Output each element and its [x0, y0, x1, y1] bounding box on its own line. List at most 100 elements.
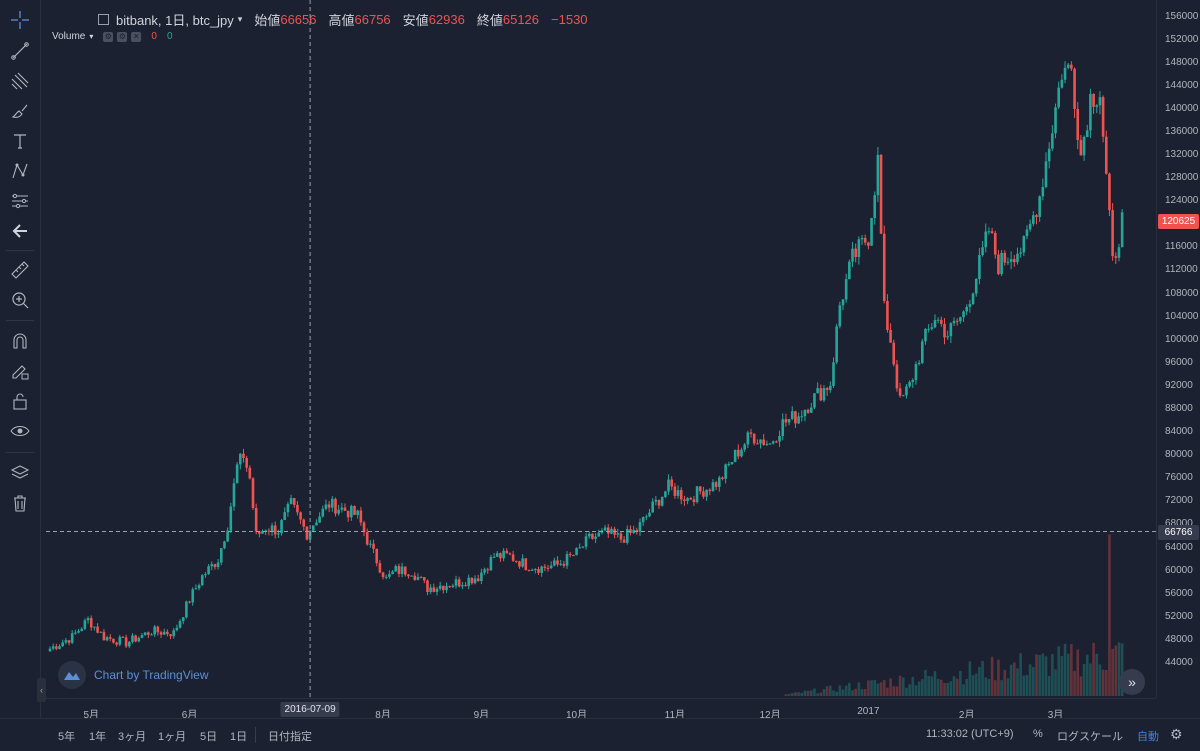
candle: [1117, 247, 1121, 258]
volume-bar: [1089, 663, 1092, 696]
price-tick-label: 152000: [1165, 33, 1199, 45]
range-1d-button[interactable]: 1日: [230, 731, 248, 743]
volume-bar: [933, 671, 937, 696]
volume-format-icon[interactable]: ⚙: [117, 31, 128, 42]
volume-bar: [949, 681, 953, 696]
volume-bar: [1025, 674, 1029, 696]
candle: [286, 504, 290, 513]
pattern-icon[interactable]: [5, 158, 35, 184]
eye-icon[interactable]: [5, 418, 35, 444]
range-1m-button[interactable]: 1ヶ月: [158, 731, 187, 743]
candle: [619, 533, 623, 540]
symbol-dropdown-icon[interactable]: ▾: [237, 14, 243, 24]
volume-bar: [873, 679, 877, 696]
log-scale-toggle[interactable]: ログスケール: [1057, 731, 1123, 743]
scroll-to-realtime-button[interactable]: »: [1119, 669, 1145, 695]
percent-scale-toggle[interactable]: %: [1033, 728, 1043, 740]
candle: [527, 569, 531, 571]
candle: [870, 217, 873, 246]
trend-line-icon[interactable]: [5, 38, 35, 64]
volume-bar: [1108, 534, 1111, 696]
candle: [664, 491, 667, 497]
open-value: 66656: [280, 12, 317, 27]
candle: [851, 248, 854, 262]
candle: [749, 432, 753, 434]
candle: [606, 527, 610, 534]
collapse-toolbar-button[interactable]: ‹: [37, 678, 46, 702]
volume-settings-icon[interactable]: ⚙: [103, 31, 114, 42]
auto-scale-toggle[interactable]: 自動: [1137, 731, 1159, 743]
candle: [188, 601, 191, 603]
candle: [1101, 97, 1105, 137]
gear-icon[interactable]: ⚙: [1170, 726, 1183, 742]
candle: [296, 504, 299, 513]
candle: [819, 388, 823, 401]
trash-icon[interactable]: [5, 490, 35, 516]
volume-dropdown-icon[interactable]: ▾: [89, 32, 94, 41]
candlestick-chart[interactable]: [46, 0, 1156, 698]
candle: [302, 519, 306, 527]
lock-drawing-icon[interactable]: [5, 358, 35, 384]
candle: [486, 569, 490, 571]
unlock-icon[interactable]: [5, 388, 35, 414]
price-tick-label: 136000: [1165, 125, 1199, 137]
candle: [1104, 136, 1108, 174]
candle: [863, 237, 867, 243]
volume-bar: [1079, 676, 1083, 696]
crosshair-icon[interactable]: [5, 7, 35, 33]
volume-bar: [863, 689, 867, 696]
candle: [1016, 253, 1019, 263]
candle: [721, 477, 724, 479]
candle: [1085, 130, 1089, 137]
magnet-icon[interactable]: [5, 328, 35, 354]
symbol-title[interactable]: bitbank, 1日, btc_jpy: [116, 13, 234, 28]
volume-bar: [848, 682, 851, 696]
range-5y-button[interactable]: 5年: [58, 731, 76, 743]
candle: [803, 409, 807, 417]
volume-remove-icon[interactable]: ✕: [131, 31, 142, 42]
ruler-icon[interactable]: [5, 257, 35, 283]
range-3m-button[interactable]: 3ヶ月: [118, 731, 147, 743]
price-tick-label: 72000: [1165, 495, 1193, 507]
back-arrow-icon[interactable]: [5, 218, 35, 244]
volume-bar: [1063, 643, 1067, 696]
volume-bar: [1019, 653, 1022, 696]
range-5d-button[interactable]: 5日: [200, 731, 218, 743]
zoom-in-icon[interactable]: [5, 287, 35, 313]
prediction-icon[interactable]: [5, 188, 35, 214]
volume-bar: [800, 692, 804, 696]
candle: [356, 510, 359, 515]
volume-bar: [1038, 654, 1041, 696]
volume-bar: [838, 685, 842, 696]
text-icon[interactable]: [5, 128, 35, 154]
candle: [381, 572, 385, 578]
goto-date-button[interactable]: 日付指定: [268, 731, 312, 743]
pitchfork-icon[interactable]: [5, 68, 35, 94]
volume-bar: [809, 690, 813, 696]
clock-timezone[interactable]: 11:33:02 (UTC+9): [926, 728, 1014, 740]
layers-icon[interactable]: [5, 460, 35, 486]
close-label: 終値: [476, 13, 503, 28]
candle: [378, 563, 382, 573]
candle: [445, 586, 448, 591]
chart-pane[interactable]: bitbank, 1日, btc_jpy ▾ 始値 66656 高値 66756 安…: [46, 0, 1156, 698]
collapse-legend-icon[interactable]: [98, 14, 109, 25]
candle: [898, 388, 902, 396]
volume-bar: [784, 694, 788, 696]
candle: [283, 512, 287, 521]
price-axis[interactable]: 156000 152000 148000 144000 140000 136000 1320…: [1156, 0, 1200, 698]
candle: [305, 526, 309, 540]
candle: [553, 560, 556, 566]
candle: [648, 512, 651, 517]
brush-icon[interactable]: [5, 98, 35, 124]
candle: [860, 237, 864, 240]
tradingview-watermark[interactable]: Chart by TradingView: [58, 661, 209, 689]
volume-bar: [993, 680, 997, 696]
volume-bar: [886, 687, 889, 696]
candle: [369, 543, 372, 545]
candle: [1038, 196, 1041, 217]
candle: [362, 522, 366, 533]
volume-label[interactable]: Volume: [52, 31, 86, 42]
time-axis[interactable]: 5月6月78月9月10月11月12月20172月3月2016-07-09: [46, 698, 1156, 721]
range-1y-button[interactable]: 1年: [89, 731, 107, 743]
